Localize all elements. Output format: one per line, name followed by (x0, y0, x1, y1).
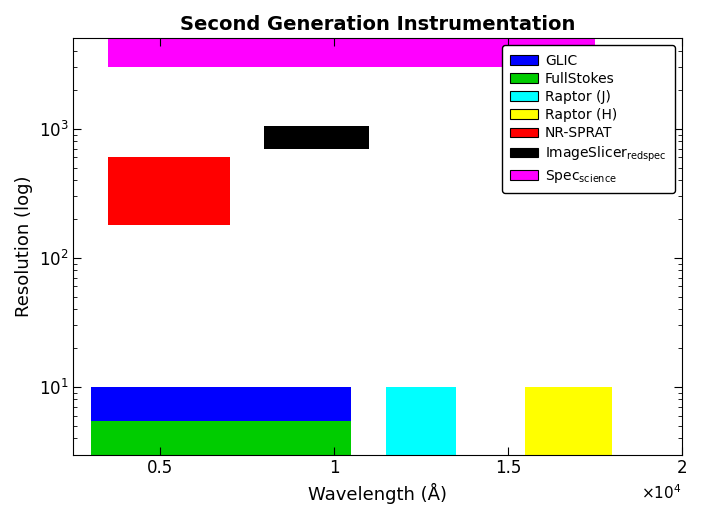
Bar (525, 387, 612, 455)
Bar (265, 126, 369, 148)
Title: Second Generation Instrumentation: Second Generation Instrumentation (180, 15, 575, 34)
X-axis label: Wavelength (Å): Wavelength (Å) (308, 483, 447, 504)
Bar (108, 157, 230, 225)
Y-axis label: Resolution (log): Resolution (log) (15, 175, 33, 317)
Text: $\times10^4$: $\times10^4$ (641, 484, 682, 502)
Legend: GLIC, FullStokes, Raptor (J), Raptor (H), NR-SPRAT, ImageSlicer$_{\mathregular{r: GLIC, FullStokes, Raptor (J), Raptor (H)… (502, 45, 675, 193)
Bar (91, 420, 352, 455)
Bar (108, 0, 595, 67)
Bar (91, 387, 352, 455)
Bar (386, 387, 456, 455)
